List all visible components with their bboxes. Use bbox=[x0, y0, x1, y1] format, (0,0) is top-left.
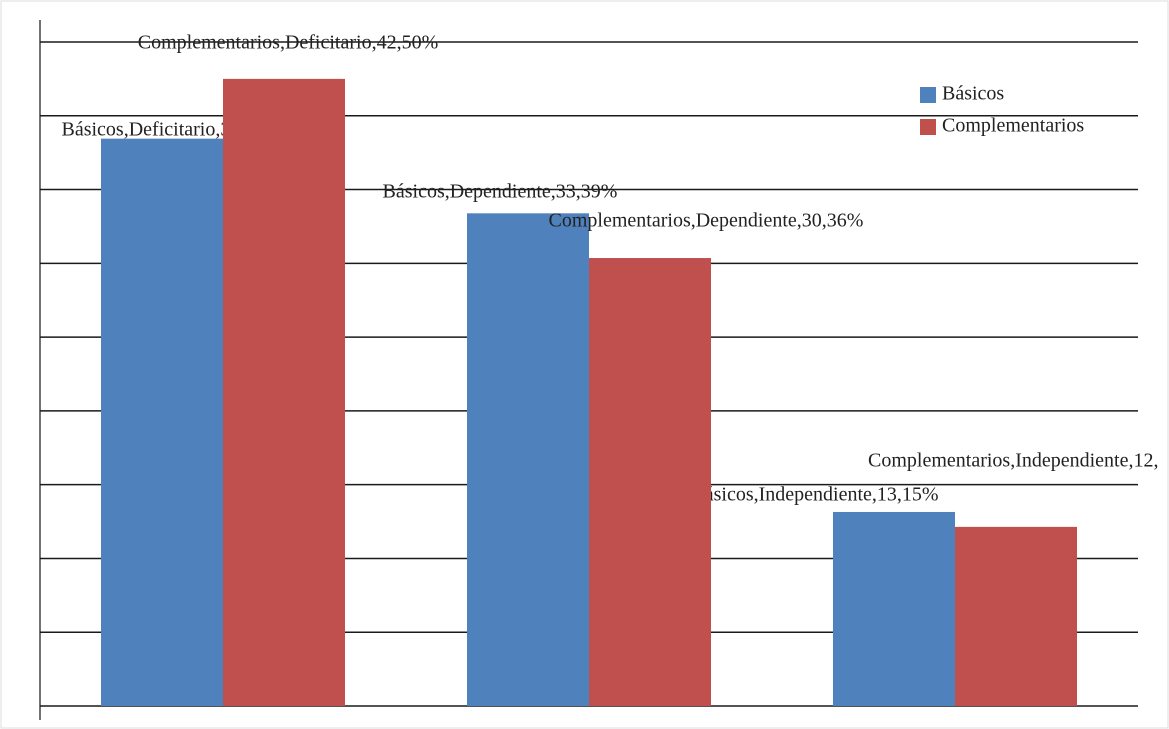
data-label: Complementarios,Deficitario,42,50% bbox=[138, 32, 438, 54]
legend-swatch bbox=[920, 87, 936, 103]
plot: Básicos,Deficitario,38,45%Básicos,Depend… bbox=[40, 32, 1169, 707]
legend-label: Complementarios bbox=[942, 115, 1084, 137]
data-label: Básicos,Independiente,13,15% bbox=[691, 484, 938, 506]
legend-label: Básicos bbox=[942, 83, 1004, 105]
bar bbox=[467, 213, 589, 706]
data-label: Complementarios,Dependiente,30,36% bbox=[549, 210, 864, 232]
data-label: Básicos,Dependiente,33,39% bbox=[383, 181, 618, 203]
bar bbox=[101, 138, 223, 706]
bar bbox=[955, 526, 1077, 706]
data-label: Complementarios,Independiente,12,14% bbox=[868, 450, 1169, 472]
bar bbox=[589, 258, 711, 706]
legend-swatch bbox=[920, 119, 936, 135]
bar bbox=[223, 78, 345, 706]
bar bbox=[833, 511, 955, 706]
